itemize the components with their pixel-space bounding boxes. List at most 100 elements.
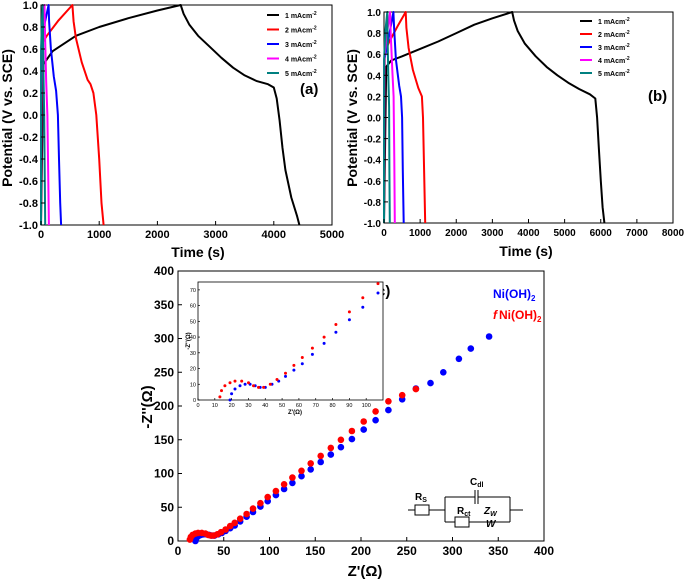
data-point-f-ni-oh-2 — [243, 510, 250, 518]
data-point-ni-oh-2 — [427, 379, 434, 387]
y-tick-label: 0.6 — [23, 44, 38, 56]
x-tick-label: 300 — [442, 544, 462, 558]
x-tick-label: 4000 — [262, 229, 286, 241]
inset-data-point-ni-oh-2 — [284, 374, 287, 378]
x-tick-label: 50 — [217, 544, 231, 558]
inset-data-point-f-ni-oh-2 — [275, 378, 279, 381]
x-tick-label: 4000 — [517, 228, 540, 239]
inset-x-tick-label: 0 — [196, 403, 199, 409]
y-tick-label: 0.0 — [367, 114, 381, 125]
y-tick-label: 200 — [154, 399, 174, 413]
inset-data-point-f-ni-oh-2 — [233, 379, 237, 383]
data-point-f-ni-oh-2 — [222, 526, 229, 533]
inset-data-point-ni-oh-2 — [230, 392, 234, 396]
data-point-f-ni-oh-2 — [372, 408, 379, 415]
x-tick-label: 0 — [38, 229, 44, 241]
inset-x-tick-label: 10 — [212, 403, 218, 409]
inset-y-tick-label: 60 — [190, 304, 196, 310]
svg-text:Cdl: Cdl — [470, 477, 484, 489]
data-point-f-ni-oh-2 — [317, 452, 325, 460]
svg-text:ZW: ZW — [483, 506, 498, 518]
inset-data-point-f-ni-oh-2 — [347, 310, 351, 314]
panel-c: 0 50 100 150 200 250 300 350 4000501001502002503… — [139, 264, 554, 580]
x-tick-label: 1000 — [409, 228, 432, 239]
inset-data-point-f-ni-oh-2 — [361, 296, 365, 300]
inset-data-point-ni-oh-2 — [300, 362, 304, 366]
y-tick-label: 400 — [154, 264, 174, 278]
inset-data-point-f-ni-oh-2 — [223, 384, 227, 388]
inset-x-tick-label: 60 — [296, 403, 302, 409]
ticks: 0 50 100 150 200 250 300 350 4000501001502002503… — [154, 264, 554, 558]
series-line-2-macm-2 — [383, 11, 427, 224]
y-tick-label: 0 — [167, 534, 174, 548]
legend-label: 1 mAcm-2 — [285, 11, 317, 20]
inset-data-point-ni-oh-2 — [292, 368, 296, 372]
legend-label: 1 mAcm-2 — [598, 17, 630, 26]
y-axis-label: Potential (V vs. SCE) — [344, 49, 360, 187]
x-tick-label: 400 — [534, 544, 554, 558]
data-point-ni-oh-2 — [307, 466, 315, 473]
inset-data-point-f-ni-oh-2 — [252, 384, 255, 388]
legend-label: 3 mAcm-2 — [285, 40, 317, 49]
inset-ticks: 0 10 20 30 40 50 60 70 80 90 100 0 10 20 30 40 50 60 70 — [190, 288, 371, 409]
inset-x-tick-label: 100 — [362, 403, 371, 409]
data-point-f-ni-oh-2 — [272, 487, 280, 495]
data-point-f-ni-oh-2 — [236, 515, 244, 522]
inset-data-point-f-ni-oh-2 — [300, 356, 304, 359]
y-axis-label: Potential (V vs. SCE) — [0, 49, 15, 187]
inset-data-point-f-ni-oh-2 — [376, 282, 380, 286]
x-tick-label: 3000 — [481, 228, 504, 239]
inset-data-point-f-ni-oh-2 — [240, 379, 244, 383]
y-tick-label: -0.2 — [19, 132, 38, 144]
inset-data-point-f-ni-oh-2 — [310, 346, 314, 350]
inset-data-point-ni-oh-2 — [233, 387, 237, 391]
y-tick-label: -0.6 — [364, 177, 382, 188]
inset-data-point-ni-oh-2 — [322, 341, 326, 345]
y-tick-label: 100 — [154, 467, 174, 481]
data-point-f-ni-oh-2 — [264, 493, 272, 501]
ticks: 0 1000 2000 3000 4000 5000 6000 7000 8000 -1.0 -0.… — [364, 8, 685, 239]
y-tick-label: 150 — [154, 433, 174, 447]
data-point-ni-oh-2 — [289, 479, 296, 487]
inset-y-tick-label: 40 — [190, 335, 196, 341]
legend-label: 5 mAcm-2 — [598, 69, 630, 78]
y-tick-label: 50 — [161, 500, 175, 514]
inset-data-point-ni-oh-2 — [228, 398, 232, 402]
inset-x-tick-label: 30 — [245, 403, 251, 409]
data-point-f-ni-oh-2 — [385, 398, 392, 405]
data-point-ni-oh-2 — [467, 345, 475, 352]
y-axis-label: -Z''(Ω) — [139, 385, 156, 428]
data-point-f-ni-oh-2 — [307, 460, 315, 467]
series-line-5-macm-2 — [383, 11, 391, 224]
curves — [383, 11, 606, 224]
y-tick-label: -1.0 — [19, 220, 38, 232]
x-tick-label: 200 — [351, 544, 371, 558]
equivalent-circuit — [408, 490, 523, 528]
data-point-f-ni-oh-2 — [412, 385, 420, 393]
x-tick-label: 2000 — [145, 229, 169, 241]
x-axis-label: Z'(Ω) — [348, 563, 383, 580]
inset-data-point-f-ni-oh-2 — [218, 395, 222, 399]
data-point-ni-oh-2 — [372, 416, 379, 424]
x-tick-label: 5000 — [320, 229, 344, 241]
y-tick-label: -0.8 — [364, 198, 382, 209]
x-tick-label: 7000 — [626, 228, 649, 239]
inset-data-point-f-ni-oh-2 — [292, 363, 296, 367]
data-point-ni-oh-2 — [440, 369, 447, 376]
x-axis-label: Time (s) — [171, 244, 224, 260]
y-tick-label: -0.4 — [364, 156, 382, 167]
data-point-f-ni-oh-2 — [327, 444, 335, 452]
y-tick-label: -1.0 — [364, 219, 382, 230]
inset-data-point-ni-oh-2 — [243, 382, 247, 386]
legend-label: 3 mAcm-2 — [598, 43, 630, 52]
inset-data-point-f-ni-oh-2 — [334, 323, 338, 326]
inset-data-point-f-ni-oh-2 — [262, 385, 266, 389]
y-tick-label: 1.0 — [367, 8, 381, 19]
y-tick-label: 0.6 — [367, 50, 381, 61]
y-tick-label: 350 — [154, 298, 174, 312]
inset-x-tick-label: 40 — [262, 403, 268, 409]
legend: Ni(OH)2 f Ni(OH)2 — [493, 287, 542, 324]
data-points — [186, 333, 493, 545]
series-line-1-macm-2 — [40, 4, 301, 226]
inset-plot: 0 10 20 30 40 50 60 70 80 90 100 0 10 20 30 40 50 60 70 Z'… — [186, 281, 384, 416]
